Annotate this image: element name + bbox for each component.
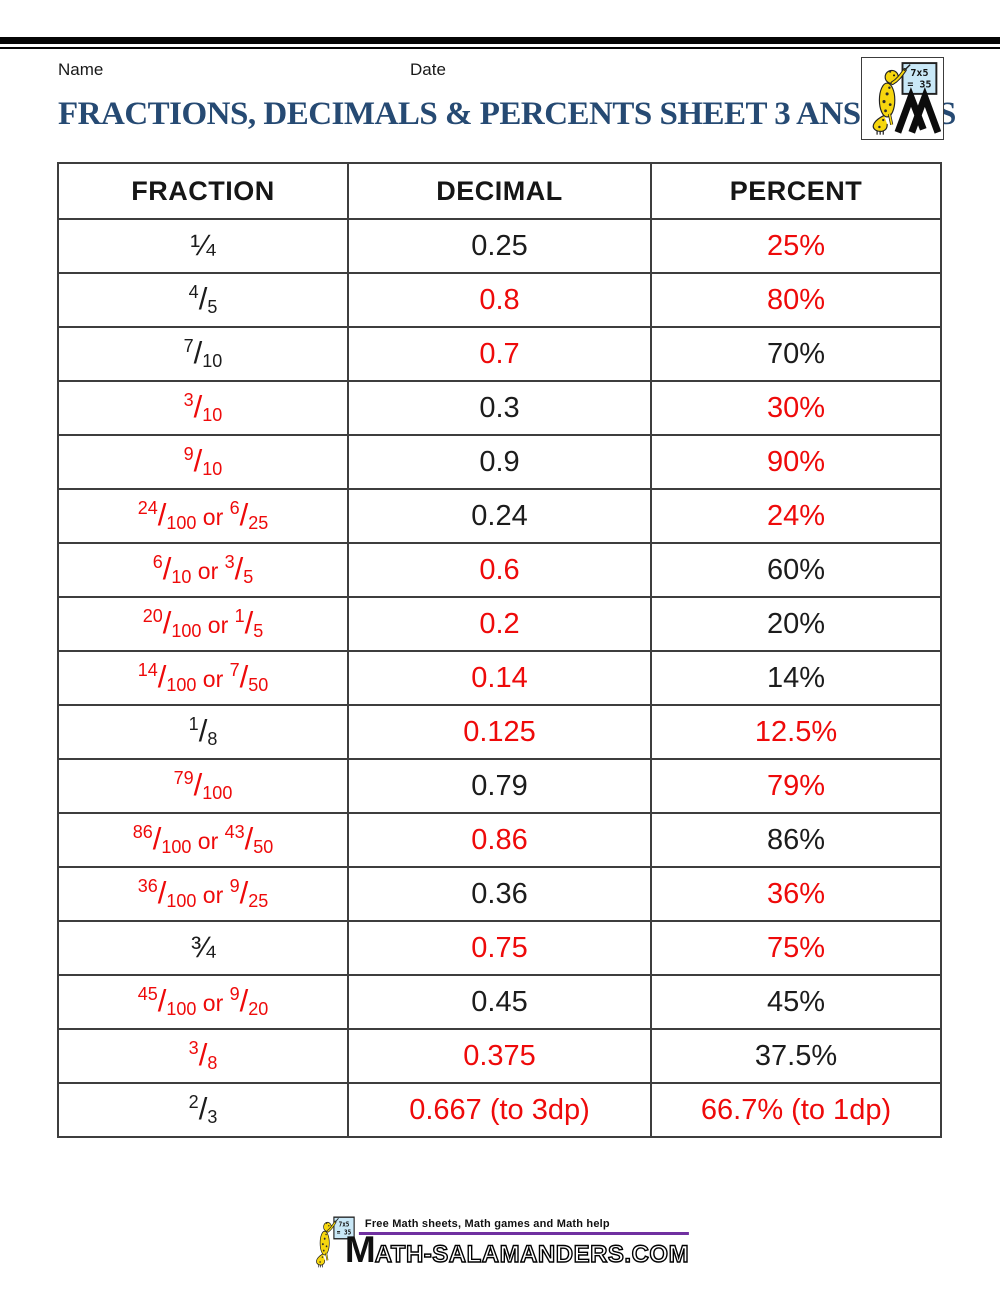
fraction-cell: 36/100 or 9/25 — [57, 866, 349, 922]
fraction-cell: 2/3 — [57, 1082, 349, 1138]
table-row: ¼ 0.25 25% — [57, 218, 942, 274]
decimal-cell: 0.9 — [347, 434, 652, 490]
table-row: 9/10 0.9 90% — [57, 434, 942, 490]
whiteboard-text-line2: = 35 — [907, 80, 931, 91]
percent-cell: 60% — [650, 542, 942, 598]
footer: Free Math sheets, Math games and Math he… — [311, 1215, 689, 1270]
whiteboard — [901, 62, 938, 95]
logo-m-glyph — [894, 86, 941, 134]
percent-cell: 86% — [650, 812, 942, 868]
decimal-cell: 0.3 — [347, 380, 652, 436]
fraction-cell: 1/8 — [57, 704, 349, 760]
decimal-cell: 0.667 (to 3dp) — [347, 1082, 652, 1138]
table-row: 1/8 0.125 12.5% — [57, 704, 942, 760]
table-row: 86/100 or 43/50 0.86 86% — [57, 812, 942, 868]
fraction-cell: 3/8 — [57, 1028, 349, 1084]
percent-cell: 12.5% — [650, 704, 942, 760]
percent-cell: 70% — [650, 326, 942, 382]
footer-text-block: Free Math sheets, Math games and Math he… — [345, 1215, 690, 1270]
decimal-cell: 0.7 — [347, 326, 652, 382]
percent-cell: 90% — [650, 434, 942, 490]
fraction-cell: 9/10 — [57, 434, 349, 490]
percent-cell: 80% — [650, 272, 942, 328]
salamander-logo-graphic: 7x5 = 35 — [872, 62, 941, 135]
percent-cell: 14% — [650, 650, 942, 706]
fraction-cell: ¼ — [57, 218, 349, 274]
decimal-cell: 0.6 — [347, 542, 652, 598]
decimal-cell: 0.2 — [347, 596, 652, 652]
footer-divider — [358, 1232, 690, 1235]
footer-tagline: Free Math sheets, Math games and Math he… — [364, 1218, 610, 1230]
table-row: 24/100 or 6/25 0.24 24% — [57, 488, 942, 544]
fraction-cell: 20/100 or 1/5 — [57, 596, 349, 652]
decimal-cell: 0.79 — [347, 758, 652, 814]
site-logo: 7x5 = 35 — [861, 57, 944, 140]
decimal-cell: 0.25 — [347, 218, 652, 274]
decimal-cell: 0.36 — [347, 866, 652, 922]
table-header-row: FRACTION DECIMAL PERCENT — [57, 162, 942, 220]
table-header: FRACTION DECIMAL PERCENT — [57, 162, 942, 220]
table-body: ¼ 0.25 25% 4/5 0.8 80% 7/10 0.7 70% 3/10… — [57, 218, 942, 1138]
decimal-cell: 0.24 — [347, 488, 652, 544]
decimal-cell: 0.8 — [347, 272, 652, 328]
fraction-cell: 45/100 or 9/20 — [57, 974, 349, 1030]
fraction-cell: 7/10 — [57, 326, 349, 382]
top-divider-thick — [0, 37, 1000, 44]
percent-cell: 79% — [650, 758, 942, 814]
page-title: FRACTIONS, DECIMALS & PERCENTS SHEET 3 A… — [58, 96, 956, 132]
date-label: Date — [410, 60, 446, 79]
salamander-icon — [872, 64, 911, 135]
table-row: 4/5 0.8 80% — [57, 272, 942, 328]
fraction-cell: 24/100 or 6/25 — [57, 488, 349, 544]
fraction-cell: 3/10 — [57, 380, 349, 436]
column-header-decimal: DECIMAL — [347, 162, 652, 220]
decimal-cell: 0.125 — [347, 704, 652, 760]
column-header-fraction: FRACTION — [57, 162, 349, 220]
percent-cell: 25% — [650, 218, 942, 274]
decimal-cell: 0.75 — [347, 920, 652, 976]
footer-wordmark: M ATH-SALAMANDERS.COM — [345, 1231, 689, 1270]
wordmark-initial: M — [344, 1229, 376, 1270]
percent-cell: 66.7% (to 1dp) — [650, 1082, 942, 1138]
column-header-percent: PERCENT — [650, 162, 942, 220]
fraction-cell: ¾ — [57, 920, 349, 976]
decimal-cell: 0.375 — [347, 1028, 652, 1084]
table-row: 2/3 0.667 (to 3dp) 66.7% (to 1dp) — [57, 1082, 942, 1138]
percent-cell: 37.5% — [650, 1028, 942, 1084]
table-row: 79/100 0.79 79% — [57, 758, 942, 814]
percent-cell: 24% — [650, 488, 942, 544]
table-row: 6/10 or 3/5 0.6 60% — [57, 542, 942, 598]
fraction-cell: 14/100 or 7/50 — [57, 650, 349, 706]
decimal-cell: 0.45 — [347, 974, 652, 1030]
wordmark-rest: ATH-SALAMANDERS.COM — [374, 1240, 690, 1268]
decimal-cell: 0.86 — [347, 812, 652, 868]
fraction-cell: 79/100 — [57, 758, 349, 814]
percent-cell: 20% — [650, 596, 942, 652]
percent-cell: 45% — [650, 974, 942, 1030]
table-row: ¾ 0.75 75% — [57, 920, 942, 976]
table-row: 45/100 or 9/20 0.45 45% — [57, 974, 942, 1030]
fraction-cell: 86/100 or 43/50 — [57, 812, 349, 868]
percent-cell: 30% — [650, 380, 942, 436]
table-row: 14/100 or 7/50 0.14 14% — [57, 650, 942, 706]
table-row: 36/100 or 9/25 0.36 36% — [57, 866, 942, 922]
whiteboard-text-line1: 7x5 — [910, 68, 928, 79]
answers-table: FRACTION DECIMAL PERCENT ¼ 0.25 25% 4/5 … — [57, 162, 942, 1138]
percent-cell: 36% — [650, 866, 942, 922]
table-row: 3/10 0.3 30% — [57, 380, 942, 436]
decimal-cell: 0.14 — [347, 650, 652, 706]
percent-cell: 75% — [650, 920, 942, 976]
fraction-cell: 4/5 — [57, 272, 349, 328]
top-divider-thin — [0, 47, 1000, 49]
fraction-cell: 6/10 or 3/5 — [57, 542, 349, 598]
table-row: 20/100 or 1/5 0.2 20% — [57, 596, 942, 652]
table-row: 7/10 0.7 70% — [57, 326, 942, 382]
name-label: Name — [58, 60, 104, 79]
table-row: 3/8 0.375 37.5% — [57, 1028, 942, 1084]
